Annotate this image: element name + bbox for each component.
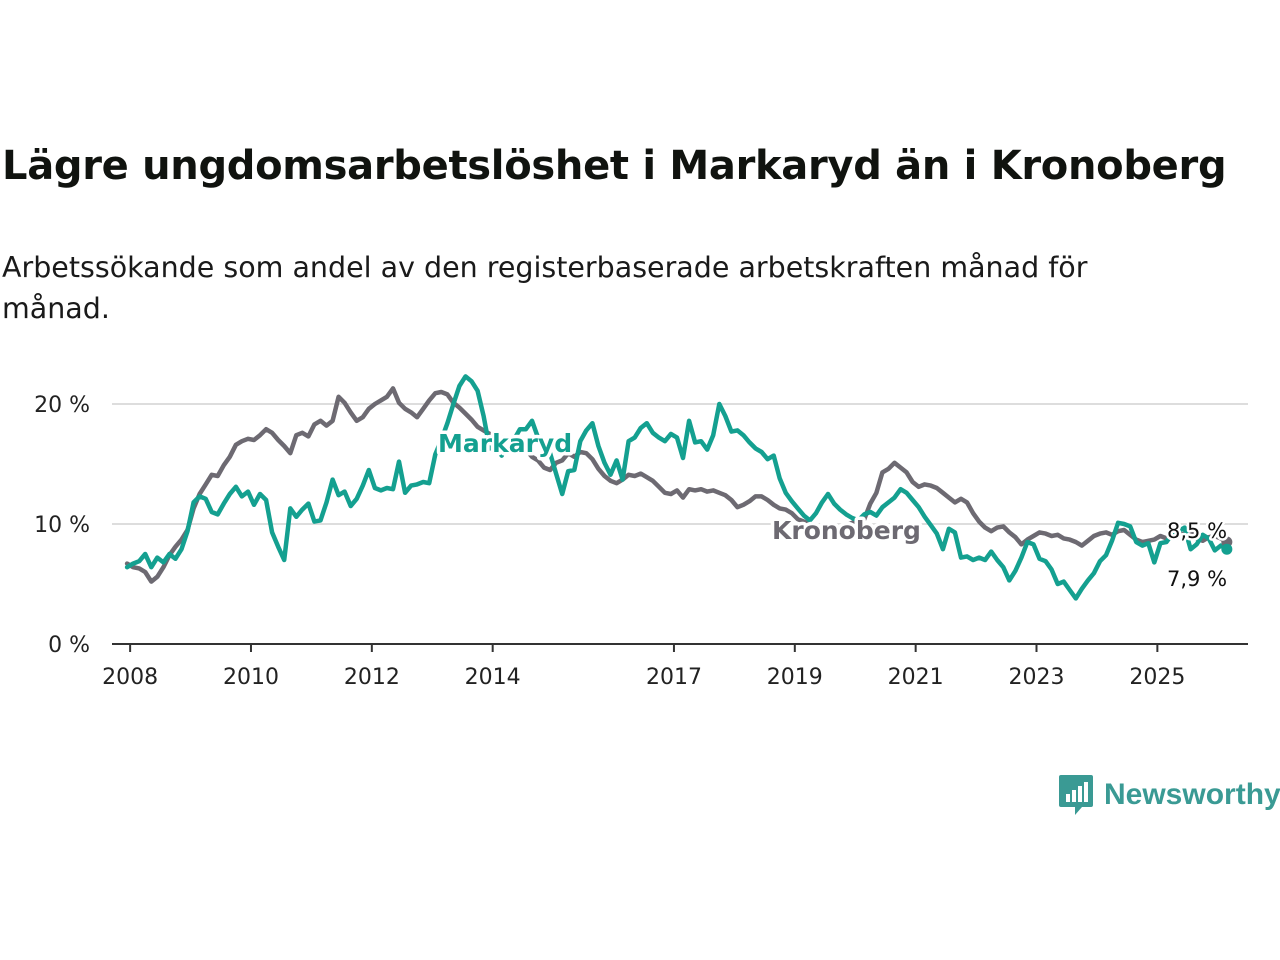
x-tick-label: 2025 xyxy=(1129,665,1185,690)
chart-title: Lägre ungdomsarbetslöshet i Markaryd än … xyxy=(2,143,1227,189)
series-label-markaryd: Markaryd xyxy=(438,429,572,458)
newsworthy-brand: Newsworthy xyxy=(1058,772,1280,818)
x-tick-label: 2019 xyxy=(767,665,823,690)
y-tick-label: 10 % xyxy=(34,513,90,538)
y-tick-label: 0 % xyxy=(48,633,90,658)
series-line-kronoberg xyxy=(124,386,1230,584)
newsworthy-logo-icon xyxy=(1059,775,1093,815)
series-line-markaryd xyxy=(124,374,1230,601)
end-point-markaryd xyxy=(1221,543,1233,555)
end-label-kronoberg: 8,5 % xyxy=(1167,519,1227,543)
series-lines xyxy=(124,374,1230,601)
x-tick-label: 2010 xyxy=(223,665,279,690)
end-label-markaryd: 7,9 % xyxy=(1167,567,1227,591)
x-tick-label: 2021 xyxy=(888,665,944,690)
x-tick-label: 2023 xyxy=(1009,665,1065,690)
gridlines: 0 % 10 % 20 % xyxy=(34,393,1248,658)
series-labels: Markaryd Kronoberg 8,5 % 7,9 % xyxy=(435,426,1233,594)
series-label-kronoberg: Kronoberg xyxy=(772,516,921,545)
x-tick-label: 2012 xyxy=(344,665,400,690)
x-tick-label: 2017 xyxy=(646,665,702,690)
x-tick-label: 2008 xyxy=(102,665,158,690)
y-tick-label: 20 % xyxy=(34,393,90,418)
x-axis: 2008 2010 2012 2014 2017 2019 2021 2023 2025 xyxy=(102,643,1248,690)
chart-subtitle: Arbetssökande som andel av den registerb… xyxy=(2,251,1088,325)
x-tick-label: 2014 xyxy=(465,665,521,690)
brand-name: Newsworthy xyxy=(1104,778,1280,811)
